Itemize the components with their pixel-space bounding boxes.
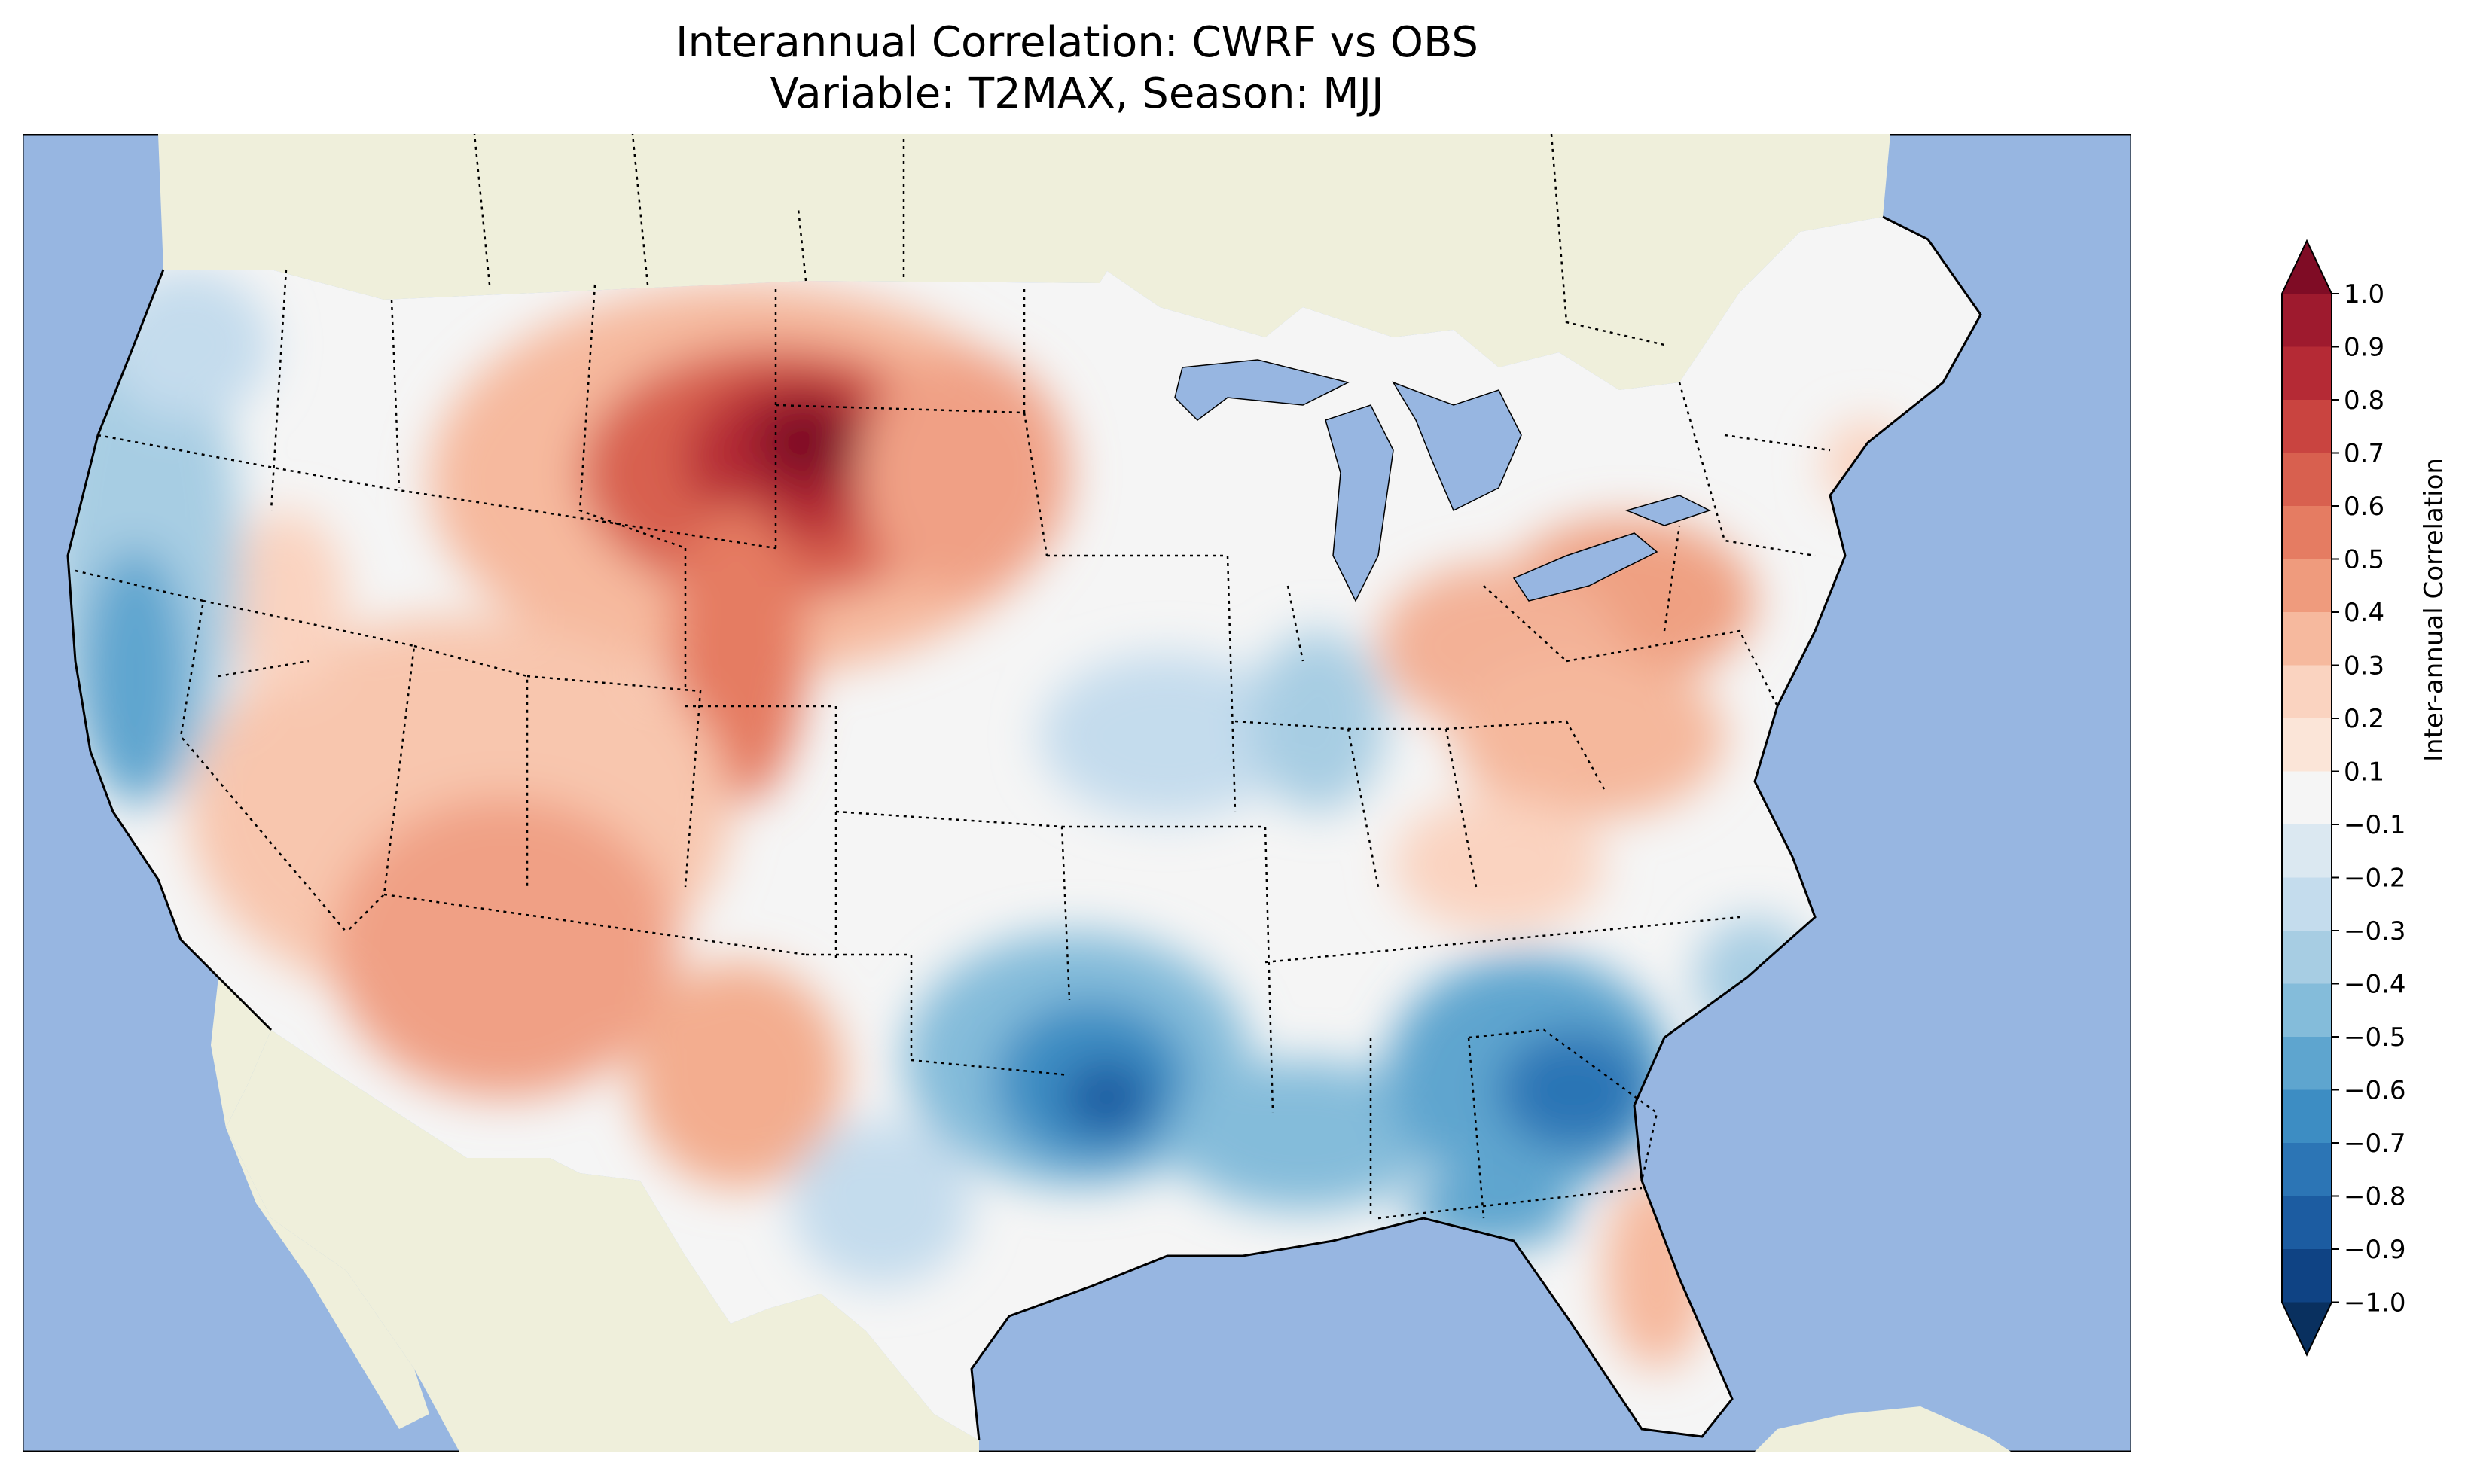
colorbar-tick-label: −0.3 (2344, 916, 2406, 946)
colorbar-bin (2282, 718, 2332, 772)
colorbar-bin (2282, 453, 2332, 507)
colorbar-tick-label: −0.4 (2344, 970, 2406, 1000)
colorbar-tick-label: 0.6 (2344, 492, 2384, 522)
colorbar-tick-label: −0.5 (2344, 1022, 2406, 1053)
chart-subtitle: Variable: T2MAX, Season: MJJ (770, 69, 1384, 118)
colorbar-extend-min (2282, 1302, 2332, 1355)
colorbar-tick-label: −0.9 (2344, 1235, 2406, 1265)
state-borders (75, 209, 1831, 1220)
colorbar-tick-label: −0.2 (2344, 864, 2406, 894)
colorbar-tick-label: 0.9 (2344, 333, 2384, 363)
colorbar-tick-label: 0.4 (2344, 598, 2384, 628)
correlation-map (23, 134, 2131, 1452)
colorbar-bin (2282, 665, 2332, 719)
colorbar-bin (2282, 771, 2332, 825)
colorbar-bin (2282, 824, 2332, 878)
colorbar-bin (2282, 877, 2332, 931)
colorbar-bin (2282, 1089, 2332, 1144)
colorbar-extend-max (2282, 241, 2332, 294)
colorbar-tick-label: 1.0 (2344, 279, 2384, 309)
colorbar-tick-label: 0.2 (2344, 704, 2384, 734)
colorbar-bin (2282, 506, 2332, 559)
chart-title: Interannual Correlation: CWRF vs OBS (676, 18, 1478, 67)
cuba-land (1755, 1406, 2011, 1452)
colorbar-tick-label: −1.0 (2344, 1288, 2406, 1318)
mexico-land (226, 1030, 979, 1452)
colorbar-tick-label: 0.5 (2344, 545, 2384, 575)
colorbar-tick-label: 0.1 (2344, 757, 2384, 788)
colorbar-tick-label: −0.6 (2344, 1076, 2406, 1106)
canada-borders (473, 134, 1665, 346)
colorbar-tick-label: 0.7 (2344, 439, 2384, 469)
colorbar-bin (2282, 294, 2332, 347)
baja-land (211, 977, 429, 1429)
colorbar: 1.0 0.9 0.8 0.7 0.6 0.5 0.4 0.3 0.2 0.1 −0.1 −0.2 −0… (2281, 239, 2406, 1357)
colorbar-tick-label: −0.7 (2344, 1129, 2406, 1159)
colorbar-label: Inter-annual Correlation (2419, 458, 2449, 762)
colorbar-tick-label: 0.8 (2344, 385, 2384, 416)
colorbar-bin (2282, 559, 2332, 613)
colorbar-tick-label: −0.1 (2344, 810, 2406, 840)
canada-land (158, 134, 1890, 390)
colorbar-tick-label: 0.3 (2344, 651, 2384, 681)
colorbar-bin (2282, 1037, 2332, 1090)
colorbar-bin (2282, 1249, 2332, 1303)
colorbar-bin (2282, 1143, 2332, 1196)
colorbar-bin (2282, 931, 2332, 984)
colorbar-bin (2282, 400, 2332, 453)
colorbar-bin (2282, 612, 2332, 666)
coastline (66, 215, 1982, 1441)
colorbar-bin (2282, 346, 2332, 401)
colorbar-bin (2282, 1196, 2332, 1250)
great-lakes (1174, 359, 1711, 602)
colorbar-bin (2282, 983, 2332, 1038)
colorbar-tick-label: −0.8 (2344, 1182, 2406, 1212)
